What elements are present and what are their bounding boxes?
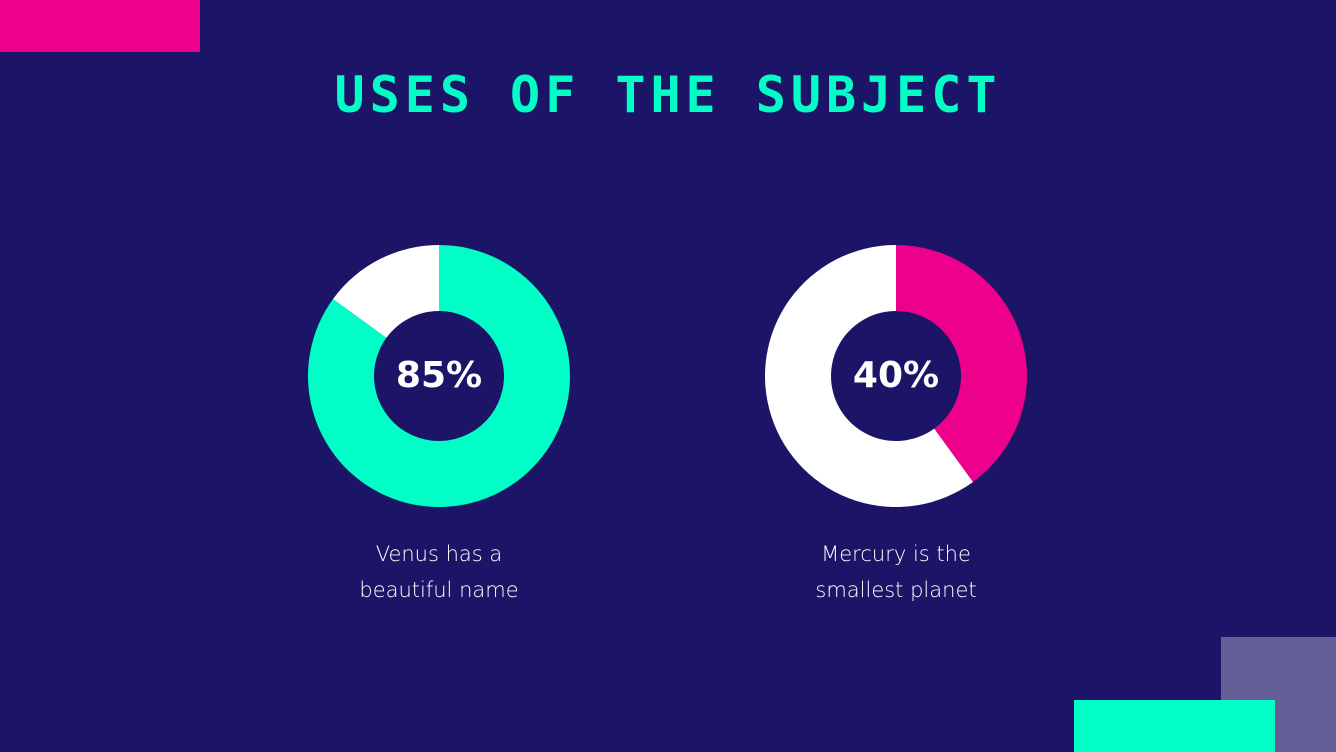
caption-line: smallest planet: [815, 578, 977, 602]
donut-slice: [308, 245, 570, 508]
center-label: 85%: [395, 355, 483, 396]
slide-title: USES OF THE SUBJECT: [334, 66, 1002, 124]
caption-line: beautiful name: [359, 578, 519, 602]
donut-svg: [308, 245, 570, 508]
donut-slice: [765, 245, 973, 507]
pink-corner-block: [0, 0, 200, 52]
center-label: 40%: [852, 355, 940, 396]
donut-slice: [333, 245, 439, 338]
donut-svg: [765, 245, 1027, 507]
caption-mercury: Mercury is the smallest planet: [746, 536, 1046, 608]
caption-line: Mercury is the: [821, 542, 971, 566]
caption-line: Venus has a: [375, 542, 503, 566]
donut-slice: [896, 245, 1027, 482]
donut-chart-mercury: 40%: [764, 244, 1028, 508]
donut-chart-venus: 85%: [307, 244, 571, 508]
caption-venus: Venus has a beautiful name: [289, 536, 589, 608]
teal-corner-block: [1074, 700, 1275, 752]
